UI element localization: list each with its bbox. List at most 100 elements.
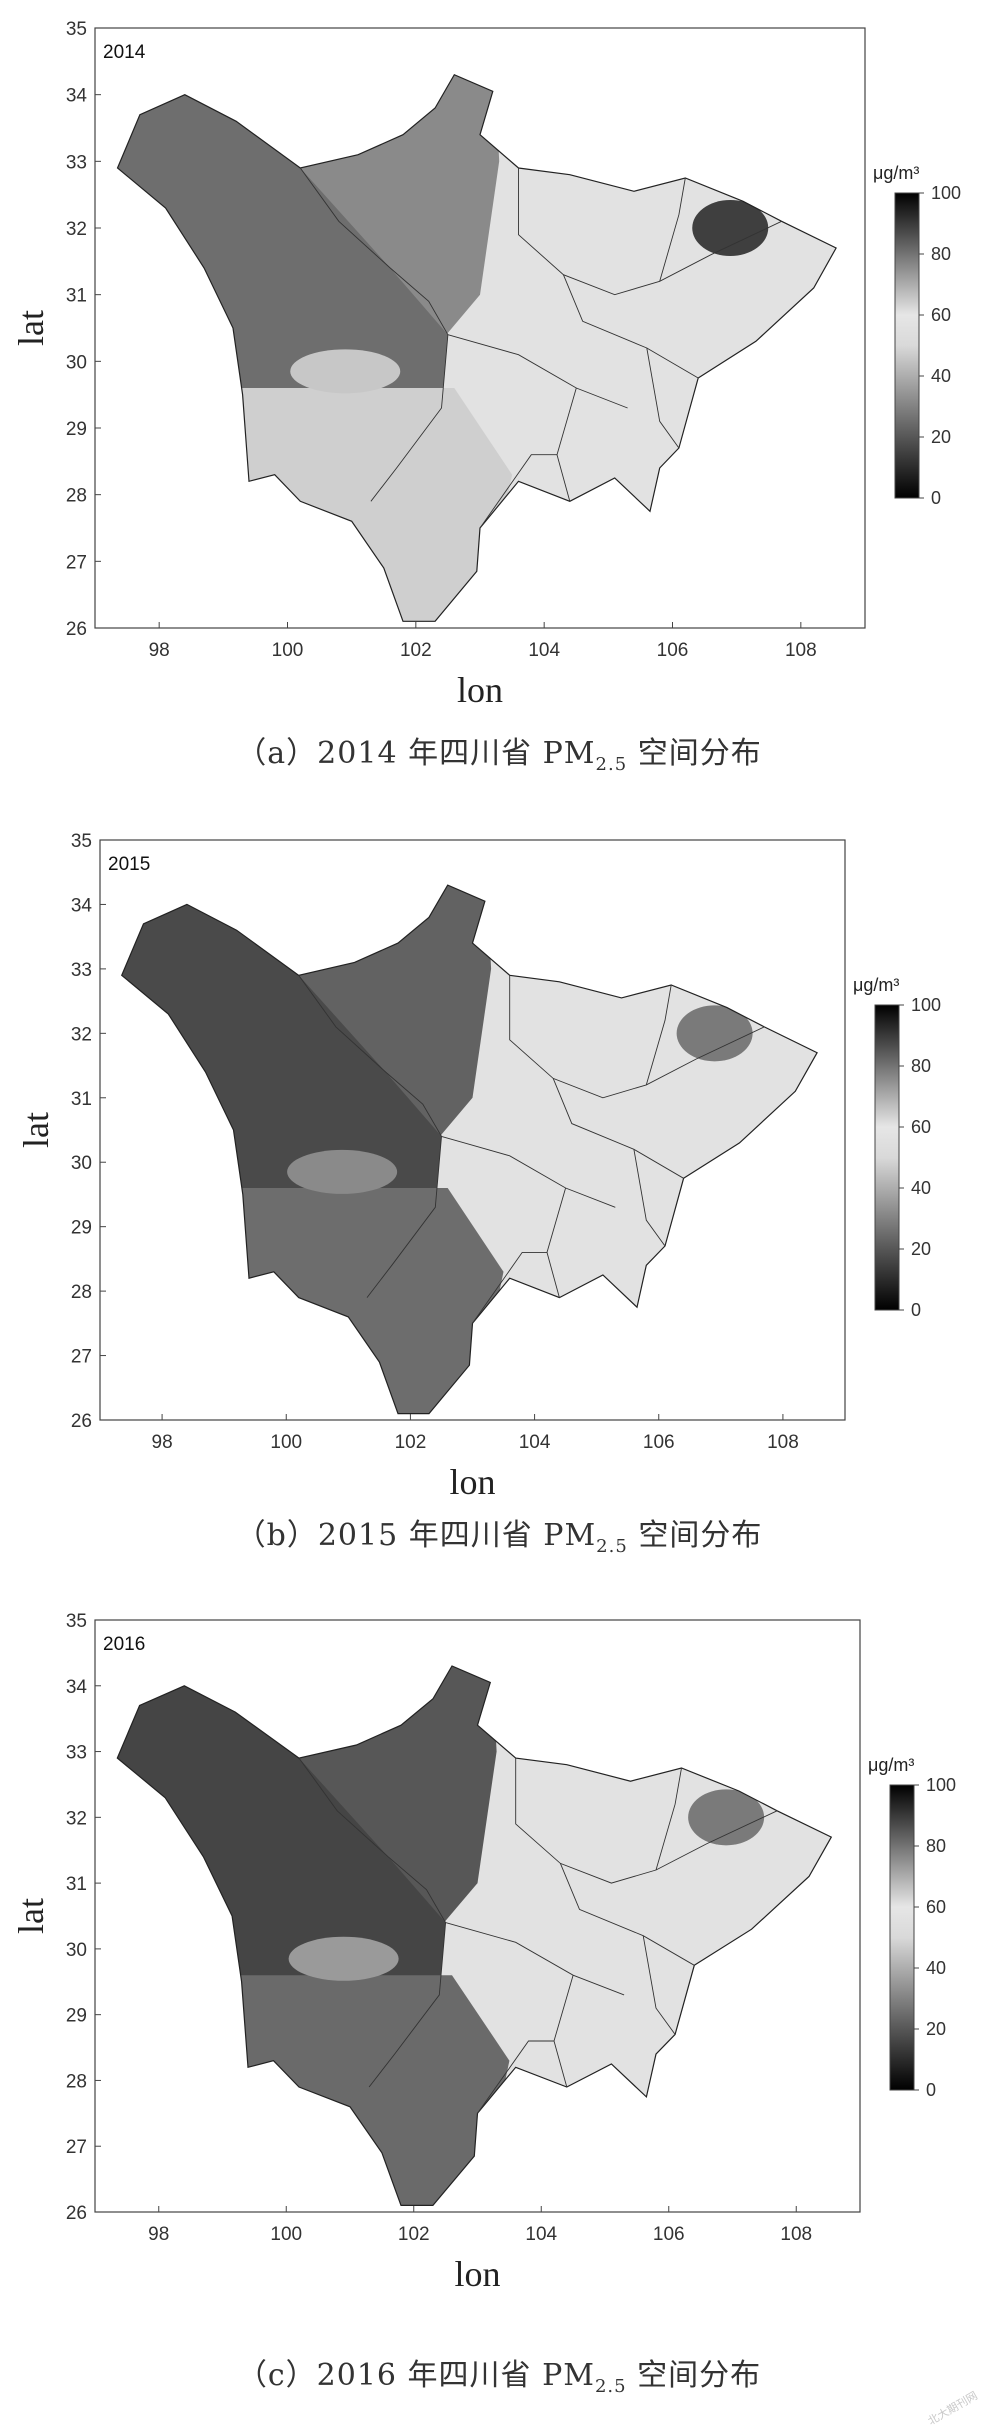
- y-tick-label: 27: [71, 1347, 92, 1368]
- y-tick-label: 29: [66, 2006, 87, 2027]
- y-tick-label: 33: [66, 152, 87, 173]
- x-tick-label: 98: [149, 640, 170, 661]
- x-tick-label: 104: [525, 2224, 557, 2245]
- year-label: 2015: [108, 854, 150, 875]
- y-tick-label: 35: [66, 1611, 87, 1632]
- region-border: [445, 1922, 625, 1996]
- panel-2014: 98 100 102 104 106 108 26 27 28 29 30 31 32 33 34 35 lon…: [0, 0, 998, 790]
- x-tick-label: 100: [272, 640, 304, 661]
- region-border: [447, 334, 628, 409]
- colorbar-tick-label: 80: [926, 1836, 946, 1856]
- y-tick-label: 33: [71, 960, 92, 981]
- colorbar-unit: μg/m³: [868, 1755, 914, 1775]
- y-tick-label: 31: [66, 286, 87, 307]
- colorbar-tick-label: 100: [911, 995, 941, 1015]
- field-hotspot: [688, 1789, 765, 1846]
- colorbar: [874, 1004, 900, 1311]
- colorbar-tick-label: 20: [931, 427, 951, 447]
- x-tick-label: 104: [519, 1432, 551, 1453]
- colorbar-tick-label: 60: [911, 1117, 931, 1137]
- y-axis-title: lat: [11, 1898, 51, 1934]
- y-axis-title: lat: [11, 310, 51, 346]
- x-axis-title: lon: [449, 1462, 495, 1502]
- region-border: [518, 168, 782, 296]
- x-tick-label: 102: [398, 2224, 430, 2245]
- y-tick-label: 29: [71, 1218, 92, 1239]
- caption-2015: （b）2015 年四川省 PM2.5 空间分布: [235, 1518, 763, 1557]
- y-tick-label: 32: [66, 219, 87, 240]
- colorbar-tick-label: 80: [931, 244, 951, 264]
- colorbar-tick-label: 0: [926, 2080, 936, 2100]
- colorbar-tick-label: 100: [931, 183, 961, 203]
- region-border: [633, 1149, 666, 1247]
- y-tick-label: 28: [71, 1282, 92, 1303]
- y-axis-title: lat: [16, 1112, 56, 1148]
- y-tick-label: 27: [66, 552, 87, 573]
- colorbar-unit: μg/m³: [853, 975, 899, 995]
- colorbar-tick-label: 20: [926, 2019, 946, 2039]
- region-border: [659, 177, 686, 282]
- field-band: [288, 1936, 399, 1981]
- x-tick-label: 102: [395, 1432, 427, 1453]
- region-border: [642, 1935, 676, 2035]
- x-axis-title: lon: [457, 670, 503, 710]
- x-tick-label: 100: [270, 1432, 302, 1453]
- x-tick-label: 106: [653, 2224, 685, 2245]
- field-south: [236, 388, 513, 622]
- region-border: [562, 274, 699, 379]
- colorbar-tick-label: 40: [931, 366, 951, 386]
- map-2014: 98 100 102 104 106 108 26 27 28 29 30 31 32 33 34 35 lon…: [11, 19, 961, 710]
- map-2015: 98 100 102 104 106 108 26 27 28 29 30 31 32 33 34 35 lon…: [16, 831, 941, 1502]
- year-label: 2016: [103, 1634, 145, 1655]
- y-tick-label: 34: [71, 895, 93, 916]
- y-tick-label: 28: [66, 486, 87, 507]
- region-border: [479, 454, 557, 529]
- colorbar-unit: μg/m³: [873, 163, 919, 183]
- x-tick-label: 108: [767, 1432, 799, 1453]
- colorbar-tick-label: 60: [926, 1897, 946, 1917]
- y-tick-label: 28: [66, 2071, 87, 2092]
- region-border: [515, 1758, 778, 1884]
- region-border: [298, 1757, 446, 1923]
- field-hotspot: [692, 200, 769, 256]
- colorbar-tick-label: 80: [911, 1056, 931, 1076]
- region-border: [559, 1863, 695, 1966]
- colorbar-tick-label: 100: [926, 1775, 956, 1795]
- colorbar-tick-label: 60: [931, 305, 951, 325]
- panel-2016: 98 100 102 104 106 108 26 27 28 29 30 31 32 33 34 35 lon…: [0, 1600, 998, 2422]
- caption-2016: （c）2016 年四川省 PM2.5 空间分布: [236, 2358, 762, 2397]
- map-2016: 98 100 102 104 106 108 26 27 28 29 30 31 32 33 34 35 lon…: [11, 1611, 956, 2294]
- x-tick-label: 108: [785, 640, 817, 661]
- region-border: [368, 1922, 447, 2088]
- x-tick-label: 98: [152, 1432, 173, 1453]
- x-tick-label: 106: [657, 640, 689, 661]
- field-band: [287, 1149, 398, 1194]
- y-tick-label: 26: [66, 619, 87, 640]
- y-tick-label: 30: [66, 352, 87, 373]
- colorbar: [894, 192, 920, 499]
- y-tick-label: 30: [66, 1940, 87, 1961]
- field-hotspot: [676, 1005, 753, 1062]
- region-border: [645, 984, 672, 1086]
- y-tick-label: 35: [71, 831, 92, 852]
- y-tick-label: 35: [66, 19, 87, 40]
- y-tick-label: 29: [66, 419, 87, 440]
- region-border: [509, 975, 765, 1099]
- y-tick-label: 30: [71, 1153, 92, 1174]
- region-border: [370, 334, 449, 502]
- region-border: [655, 1767, 682, 1871]
- x-tick-label: 100: [270, 2224, 302, 2245]
- region-border: [299, 167, 449, 335]
- colorbar-tick-label: 40: [911, 1178, 931, 1198]
- field-band: [290, 349, 401, 394]
- x-tick-label: 108: [780, 2224, 812, 2245]
- year-label: 2014: [103, 42, 146, 63]
- field-south: [235, 1975, 510, 2206]
- province-outline: [120, 884, 818, 1415]
- province-outline: [116, 1665, 833, 2207]
- region-border: [366, 1136, 442, 1298]
- region-border: [298, 975, 442, 1137]
- y-tick-label: 31: [71, 1089, 92, 1110]
- x-tick-label: 98: [148, 2224, 169, 2245]
- panel-2015: 98 100 102 104 106 108 26 27 28 29 30 31 32 33 34 35 lon…: [0, 800, 998, 1590]
